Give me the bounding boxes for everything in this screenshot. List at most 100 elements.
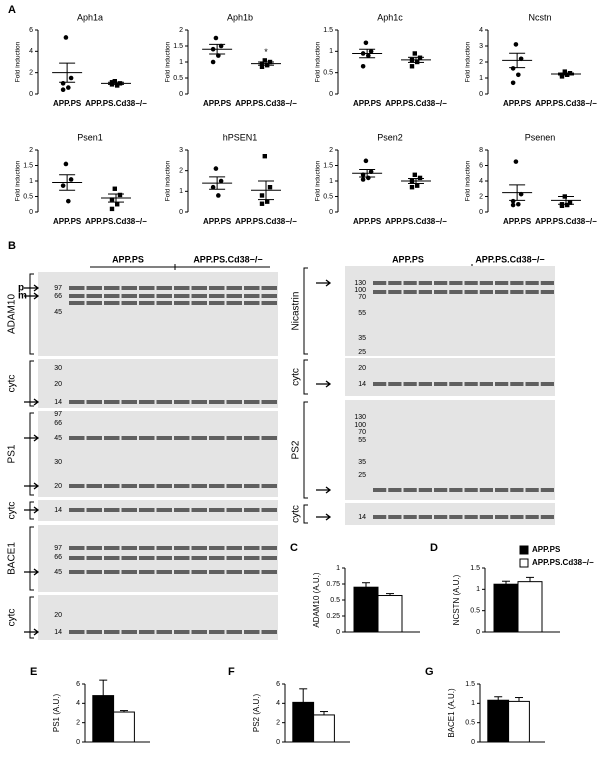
band <box>434 515 448 519</box>
y-tick-label: 0.75 <box>326 581 340 588</box>
chart-title: hPSEN1 <box>223 132 258 142</box>
data-point <box>510 202 516 208</box>
band <box>418 290 432 294</box>
band <box>104 508 120 512</box>
band <box>449 515 463 519</box>
blot-label: Nicastrin <box>291 292 302 331</box>
band <box>69 556 85 560</box>
band <box>244 400 260 404</box>
x-tick-label: APP.PS.Cd38−/− <box>385 99 447 108</box>
band <box>244 508 260 512</box>
band <box>418 382 432 386</box>
band <box>174 400 190 404</box>
band <box>121 630 137 634</box>
y-tick-label: 1 <box>179 59 183 66</box>
chart-title: Aph1c <box>377 12 403 22</box>
y-tick-label: 0.5 <box>465 720 475 727</box>
band <box>156 570 172 574</box>
data-point <box>117 192 123 198</box>
mw-marker: 45 <box>54 569 62 576</box>
blot <box>345 400 555 500</box>
y-tick-label: 0 <box>479 91 483 98</box>
blot <box>38 359 278 408</box>
y-tick-label: 6 <box>76 681 80 688</box>
band <box>226 400 242 404</box>
bar <box>353 586 379 633</box>
mw-marker: 97 <box>54 545 62 552</box>
band <box>174 508 190 512</box>
band <box>209 508 225 512</box>
band <box>373 382 387 386</box>
band <box>86 630 102 634</box>
y-axis-label: Fold induction <box>465 41 472 82</box>
band <box>174 484 190 488</box>
data-point <box>112 79 117 84</box>
band <box>209 294 225 298</box>
group-label: APP.PS.Cd38−/− <box>475 254 544 264</box>
y-tick-label: 1 <box>476 586 480 593</box>
band <box>69 436 85 440</box>
bar <box>508 700 530 743</box>
legend-swatch <box>519 558 529 568</box>
y-tick-label: 0.5 <box>330 597 340 604</box>
band <box>434 290 448 294</box>
data-point <box>409 185 415 190</box>
band <box>121 484 137 488</box>
arrow <box>24 292 40 300</box>
band <box>121 556 137 560</box>
band <box>191 301 207 305</box>
data-point <box>267 185 273 190</box>
band <box>86 556 102 560</box>
band <box>261 508 277 512</box>
mw-marker: 100 <box>354 422 366 429</box>
band <box>449 382 463 386</box>
mw-marker: 14 <box>358 381 366 388</box>
band <box>104 286 120 290</box>
band <box>69 508 85 512</box>
mw-marker: 14 <box>54 629 62 636</box>
blot-bracket <box>303 359 308 395</box>
band <box>139 286 155 290</box>
data-point <box>412 51 417 56</box>
band <box>479 281 493 285</box>
y-tick-label: 0 <box>276 739 280 746</box>
band <box>139 436 155 440</box>
legend-label: APP.PS.Cd38−/− <box>532 558 594 567</box>
y-tick-label: 3 <box>179 147 183 154</box>
band <box>261 400 277 404</box>
data-point <box>109 197 115 202</box>
data-point <box>415 183 420 188</box>
x-tick-label: APP.PS.Cd38−/− <box>535 217 597 226</box>
band <box>403 281 417 285</box>
data-point <box>66 85 71 90</box>
mw-marker: 66 <box>54 293 62 300</box>
y-tick-label: 0 <box>476 629 480 636</box>
band <box>191 400 207 404</box>
band <box>121 294 137 298</box>
band <box>403 488 417 492</box>
y-tick-label: 2 <box>29 147 33 154</box>
band <box>69 301 85 305</box>
band <box>121 546 137 550</box>
data-point <box>516 201 521 207</box>
band <box>388 488 402 492</box>
data-point <box>213 166 219 171</box>
band <box>226 630 242 634</box>
band <box>69 286 85 290</box>
legend-label: APP.PS <box>532 545 561 554</box>
band <box>418 515 432 519</box>
band <box>209 286 225 290</box>
band <box>139 556 155 560</box>
band <box>86 400 102 404</box>
mw-marker: 30 <box>54 459 62 466</box>
panel-letter: A <box>8 4 16 16</box>
data-point <box>513 159 519 164</box>
band <box>69 400 85 404</box>
band <box>156 436 172 440</box>
data-point <box>109 206 115 212</box>
blot <box>345 358 555 396</box>
mw-marker: 100 <box>354 287 366 294</box>
band <box>156 484 172 488</box>
band <box>261 436 277 440</box>
